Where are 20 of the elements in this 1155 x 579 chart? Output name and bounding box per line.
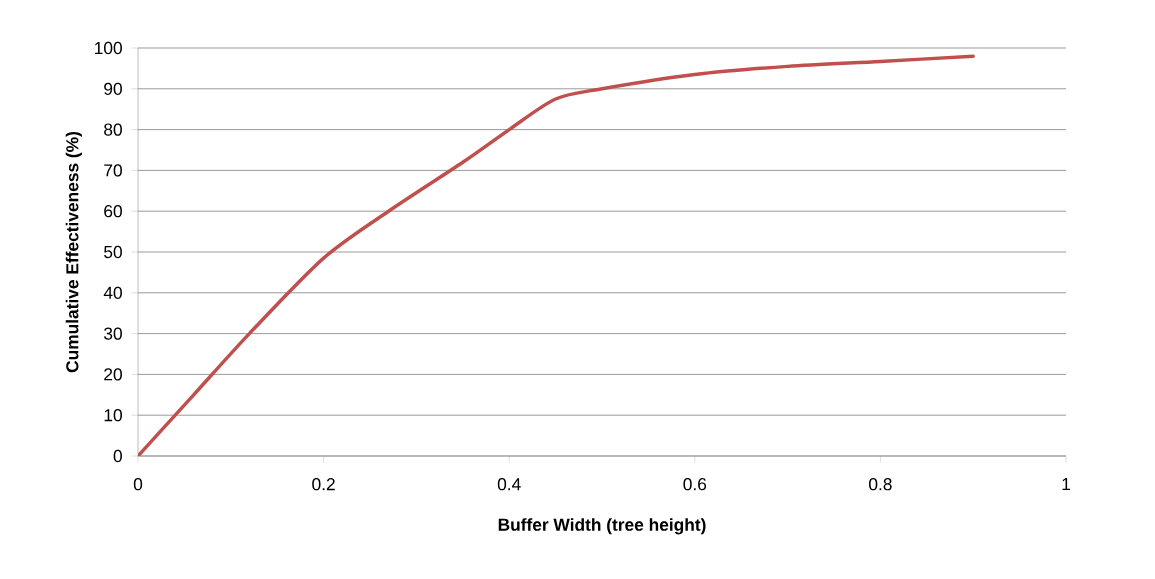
x-axis-title: Buffer Width (tree height): [498, 518, 706, 535]
y-tick-label: 60: [104, 205, 122, 218]
y-tick-label: 30: [104, 327, 122, 340]
y-axis-title: Cumulative Effectiveness (%): [65, 132, 82, 373]
x-tick-label: 0.6: [683, 478, 707, 491]
x-tick-label: 1: [1062, 478, 1070, 490]
x-tick-label: 0.4: [497, 478, 521, 491]
y-tick-label: 70: [104, 164, 122, 177]
y-tick-label: 90: [104, 82, 122, 95]
y-tick-label: 100: [95, 41, 122, 55]
y-tick-label: 10: [104, 409, 122, 422]
y-tick-label: 0: [113, 449, 122, 463]
x-tick-label: 0.8: [869, 478, 892, 491]
line-series: [138, 54, 975, 456]
x-tick-label: 0: [133, 478, 143, 491]
y-tick-label: 50: [104, 245, 122, 259]
y-tick-label: 40: [103, 286, 122, 299]
y-tick-label: 80: [104, 123, 122, 136]
x-tick-label: 0.2: [312, 478, 335, 491]
y-tick-label: 20: [104, 368, 122, 381]
